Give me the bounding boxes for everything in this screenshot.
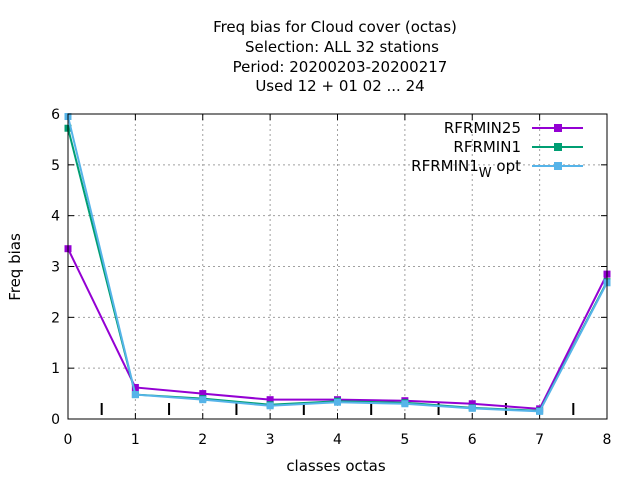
legend: RFRMIN25 RFRMIN1 RFRMIN1W opt bbox=[411, 119, 583, 181]
x-axis-label: classes octas bbox=[286, 457, 386, 475]
legend-label-rfrmin25: RFRMIN25 bbox=[444, 119, 521, 137]
legend-label-rfrmin1-w-opt-sub: W bbox=[479, 166, 492, 181]
legend-label-rfrmin1-w-opt-rest: opt bbox=[492, 157, 521, 175]
chart-title-line-1: Freq bias for Cloud cover (octas) bbox=[213, 18, 457, 36]
data-point bbox=[199, 390, 207, 398]
data-point bbox=[468, 400, 476, 408]
data-point bbox=[131, 391, 139, 399]
data-point bbox=[266, 402, 274, 410]
data-point bbox=[468, 404, 476, 412]
y-tick-label: 1 bbox=[51, 361, 60, 377]
legend-label-rfrmin1: RFRMIN1 bbox=[453, 138, 521, 156]
y-tick-label: 2 bbox=[51, 310, 60, 326]
y-tick-label: 6 bbox=[51, 107, 60, 123]
data-point bbox=[536, 407, 544, 415]
plot-frame bbox=[67, 113, 608, 420]
data-point bbox=[266, 396, 274, 404]
legend-label-rfrmin1-w-opt: RFRMIN1W opt bbox=[411, 157, 521, 181]
x-tick-label: 6 bbox=[468, 432, 477, 448]
data-point bbox=[401, 400, 409, 408]
y-axis-label: Freq bias bbox=[6, 233, 24, 301]
chart-title-line-4: Used 12 + 01 02 ... 24 bbox=[255, 77, 424, 95]
data-point bbox=[334, 398, 341, 406]
chart-title-line-3: Period: 20200203-20200217 bbox=[233, 58, 448, 76]
legend-marker-rfrmin1 bbox=[554, 143, 562, 151]
data-point bbox=[131, 383, 139, 391]
y-tick-label: 3 bbox=[51, 260, 60, 276]
legend-marker-rfrmin25 bbox=[554, 124, 562, 132]
y-tick-label: 5 bbox=[51, 158, 60, 174]
x-tick-label: 2 bbox=[198, 432, 207, 448]
chart-title-line-2: Selection: ALL 32 stations bbox=[245, 38, 439, 56]
data-point bbox=[199, 396, 207, 404]
series-layer bbox=[64, 113, 611, 415]
y-tick-label: 4 bbox=[51, 209, 60, 225]
x-tick-label: 1 bbox=[131, 432, 140, 448]
x-tick-label: 7 bbox=[535, 432, 544, 448]
x-tick-label: 8 bbox=[603, 432, 612, 448]
legend-label-rfrmin1-w-opt-main: RFRMIN1 bbox=[411, 157, 479, 175]
grid-lines bbox=[68, 114, 607, 419]
legend-marker-rfrmin1-w-opt bbox=[554, 162, 562, 170]
x-tick-label: 3 bbox=[266, 432, 275, 448]
x-tick-label: 5 bbox=[400, 432, 409, 448]
x-tick-label: 0 bbox=[64, 432, 73, 448]
y-tick-label: 0 bbox=[51, 412, 60, 428]
x-tick-label: 4 bbox=[333, 432, 342, 448]
